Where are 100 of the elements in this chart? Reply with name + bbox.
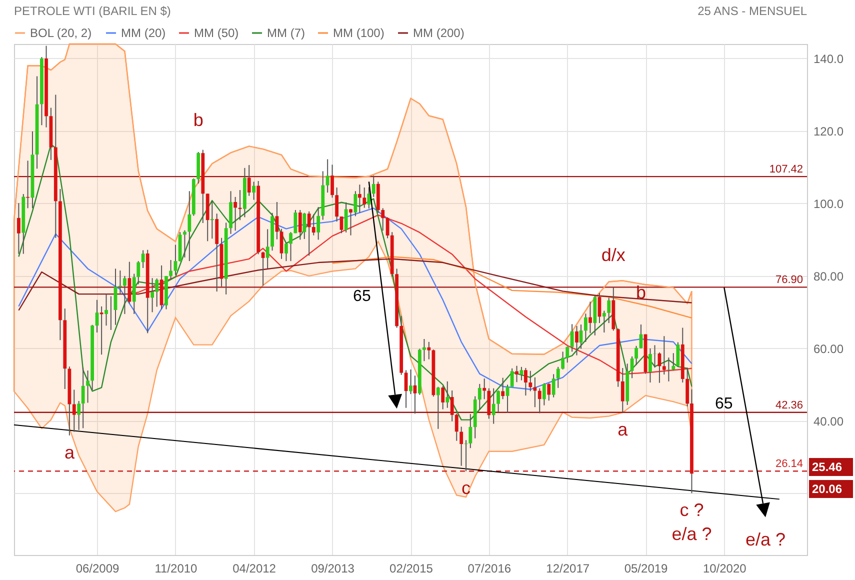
candlestick bbox=[16, 202, 20, 254]
x-tick-label: 12/2017 bbox=[546, 562, 590, 576]
candlestick bbox=[234, 196, 238, 232]
legend-label: MM (200) bbox=[413, 26, 464, 40]
candlestick bbox=[141, 250, 145, 268]
candlestick bbox=[566, 346, 570, 364]
candlestick bbox=[372, 175, 376, 198]
candlestick bbox=[284, 242, 288, 262]
candlestick bbox=[247, 164, 251, 196]
annotation: a bbox=[618, 419, 629, 440]
candlestick bbox=[340, 216, 344, 234]
annotation: a bbox=[64, 442, 76, 462]
candlestick bbox=[446, 380, 450, 408]
candlestick bbox=[381, 208, 385, 232]
candlestick bbox=[188, 190, 192, 262]
ref-line-label: 76.90 bbox=[775, 274, 803, 286]
candlestick bbox=[330, 164, 334, 198]
legend-label: BOL (20, 2) bbox=[30, 26, 92, 40]
candlestick bbox=[210, 200, 214, 240]
x-tick-label: 06/2009 bbox=[76, 562, 120, 576]
candlestick bbox=[335, 187, 339, 222]
text: 20.06 bbox=[812, 482, 842, 496]
y-tick-label: 60.00 bbox=[814, 342, 844, 356]
candlestick bbox=[620, 367, 624, 413]
candlestick bbox=[302, 212, 306, 240]
x-tick-label: 02/2015 bbox=[390, 562, 434, 576]
text: 25.46 bbox=[812, 460, 842, 474]
candlestick bbox=[77, 400, 81, 430]
candlestick bbox=[634, 345, 638, 366]
annotation: 65 bbox=[715, 395, 733, 412]
candlestick bbox=[123, 275, 126, 314]
candlestick bbox=[496, 390, 500, 412]
x-tick-label: 04/2012 bbox=[232, 562, 276, 576]
candlestick bbox=[542, 382, 546, 406]
candlestick bbox=[252, 181, 256, 200]
candlestick bbox=[556, 366, 560, 388]
line-series bbox=[18, 144, 692, 420]
candlestick bbox=[528, 370, 532, 392]
candlestick bbox=[533, 376, 537, 408]
chart-subtitle: 25 ANS - MENSUEL bbox=[698, 4, 807, 18]
ref-line-label: 26.14 bbox=[775, 458, 803, 470]
candlestick bbox=[409, 368, 412, 395]
candlestick bbox=[515, 365, 518, 383]
annotation: b bbox=[636, 282, 646, 303]
candlestick bbox=[520, 366, 524, 381]
candlestick bbox=[602, 310, 606, 333]
candlestick bbox=[561, 351, 565, 370]
candlestick bbox=[81, 367, 85, 429]
candlestick bbox=[307, 210, 311, 256]
annotation: c bbox=[462, 478, 471, 498]
line-series bbox=[18, 208, 692, 390]
candlestick bbox=[676, 342, 680, 368]
candlestick bbox=[478, 383, 482, 411]
candlestick bbox=[575, 325, 578, 356]
candlestick bbox=[662, 336, 666, 376]
x-tick-label: 11/2010 bbox=[154, 562, 198, 576]
candlestick bbox=[570, 324, 574, 352]
candlestick bbox=[552, 374, 556, 398]
y-tick-label: 120.0 bbox=[814, 124, 844, 138]
candlestick bbox=[86, 370, 90, 404]
candlestick bbox=[538, 388, 542, 414]
candlestick bbox=[482, 378, 486, 400]
candlestick bbox=[100, 306, 104, 356]
candlestick bbox=[648, 348, 652, 383]
candlestick bbox=[524, 367, 528, 396]
y-tick-label: 140.0 bbox=[814, 52, 844, 66]
candlestick bbox=[468, 414, 472, 449]
candlestick bbox=[460, 426, 464, 466]
chart-title: PETROLE WTI (BARIL EN $) bbox=[14, 4, 171, 18]
candlestick bbox=[667, 356, 670, 382]
annotation: b bbox=[193, 110, 204, 130]
candlestick bbox=[492, 388, 496, 424]
legend-label: MM (20) bbox=[121, 26, 166, 40]
legend-label: MM (50) bbox=[194, 26, 239, 40]
candlestick bbox=[354, 190, 358, 217]
candlestick bbox=[183, 230, 186, 258]
candlestick bbox=[672, 352, 676, 371]
candlestick bbox=[289, 232, 292, 262]
candlestick bbox=[266, 228, 270, 270]
candlestick bbox=[312, 214, 316, 236]
candlestick bbox=[349, 208, 352, 236]
candlestick bbox=[104, 294, 108, 326]
line-series bbox=[13, 43, 692, 355]
candlestick bbox=[422, 338, 426, 362]
candlestick bbox=[169, 259, 172, 280]
candlestick bbox=[118, 270, 122, 294]
candlestick bbox=[501, 377, 505, 400]
legend-label: MM (7) bbox=[267, 26, 305, 40]
candlestick bbox=[441, 386, 445, 410]
annotation: e/a ? bbox=[745, 529, 786, 550]
candlestick bbox=[362, 187, 366, 208]
candlestick bbox=[367, 186, 371, 210]
annotation: 65 bbox=[353, 288, 371, 306]
candlestick bbox=[588, 301, 592, 334]
candlestick bbox=[72, 389, 76, 432]
candlestick bbox=[653, 344, 656, 368]
candlestick bbox=[547, 382, 551, 402]
candlestick bbox=[436, 386, 440, 430]
x-tick-label: 05/2019 bbox=[624, 562, 668, 576]
candlestick bbox=[174, 244, 178, 276]
